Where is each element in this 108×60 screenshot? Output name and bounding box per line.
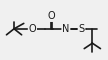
Text: O: O xyxy=(29,24,36,34)
Text: O: O xyxy=(47,11,55,21)
Text: S: S xyxy=(79,24,85,34)
Text: N: N xyxy=(62,24,70,34)
